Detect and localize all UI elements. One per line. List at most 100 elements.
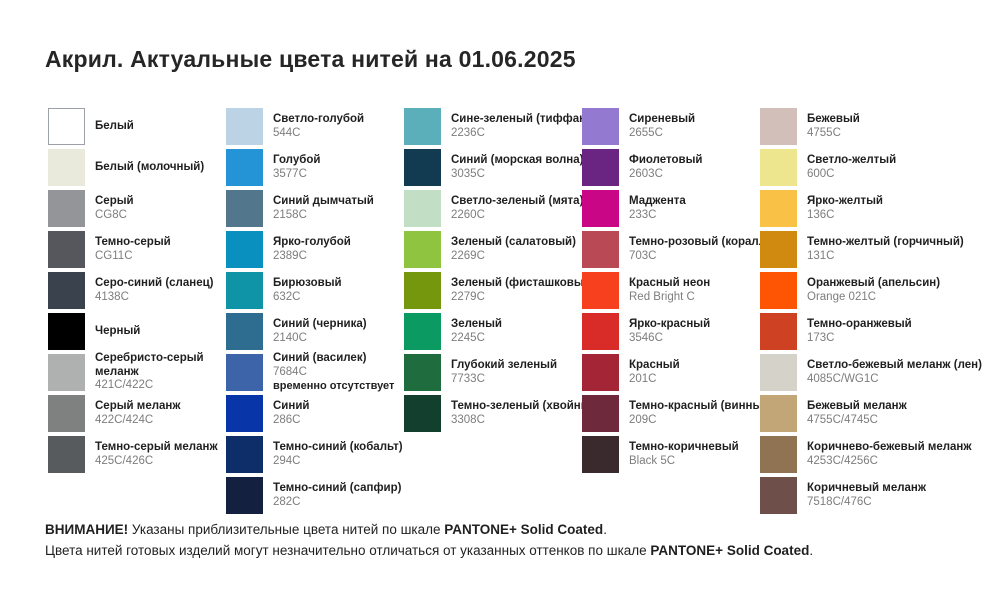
color-name: Красный bbox=[629, 358, 680, 371]
color-label: Ярко-желтый 136C bbox=[807, 195, 883, 223]
color-name: Ярко-желтый bbox=[807, 194, 883, 207]
color-row: Белый bbox=[48, 108, 226, 145]
color-row: Серебристо-серый меланж 421C/422C bbox=[48, 352, 226, 393]
color-swatch bbox=[404, 313, 441, 350]
pantone-code: 131C bbox=[807, 249, 835, 262]
color-label: Синий 286C bbox=[273, 400, 309, 428]
color-swatch bbox=[226, 108, 263, 145]
color-name: Синий дымчатый bbox=[273, 194, 374, 207]
color-label: Светло-голубой 544C bbox=[273, 113, 364, 141]
color-swatch bbox=[226, 190, 263, 227]
color-label: Белый bbox=[95, 120, 134, 134]
pantone-code: 600C bbox=[807, 167, 835, 180]
color-row: Красный неон Red Bright C bbox=[582, 272, 760, 309]
color-label: Черный bbox=[95, 325, 140, 339]
color-name: Темно-коричневый bbox=[629, 440, 739, 453]
color-name: Маджента bbox=[629, 194, 686, 207]
color-row: Бирюзовый 632C bbox=[226, 272, 404, 309]
color-row: Темно-зеленый (хвойный) 3308C bbox=[404, 395, 601, 432]
color-swatch bbox=[404, 395, 441, 432]
pantone-code: 7518C/476C bbox=[807, 495, 872, 508]
color-row: Темно-коричневый Black 5C bbox=[582, 436, 760, 473]
color-name: Темно-розовый (коралл) bbox=[629, 235, 770, 248]
color-row: Оранжевый (апельсин) Orange 021C bbox=[760, 272, 940, 309]
color-name: Темно-синий (сапфир) bbox=[273, 481, 402, 494]
color-name: Светло-голубой bbox=[273, 112, 365, 125]
pantone-code: 4085C/WG1C bbox=[807, 372, 879, 385]
color-swatch bbox=[760, 231, 797, 268]
color-label: Серо-синий (сланец) 4138C bbox=[95, 277, 214, 305]
color-swatch bbox=[226, 477, 263, 514]
color-swatch bbox=[226, 231, 263, 268]
footer-text-segment: ВНИМАНИЕ! bbox=[45, 522, 129, 537]
color-row: Темно-красный (винный) 209C bbox=[582, 395, 773, 432]
color-swatch bbox=[226, 149, 263, 186]
color-swatch bbox=[760, 395, 797, 432]
color-name: Темно-красный (винный) bbox=[629, 399, 774, 412]
color-label: Зеленый (салатовый) 2269C bbox=[451, 236, 576, 264]
color-row: Черный bbox=[48, 313, 226, 350]
color-swatch bbox=[760, 108, 797, 145]
color-label: Темно-красный (винный) 209C bbox=[629, 400, 773, 428]
color-label: Синий (черника) 2140C bbox=[273, 318, 367, 346]
color-row: Темно-розовый (коралл) 703C bbox=[582, 231, 770, 268]
color-column: Сиреневый 2655C Фиолетовый 2603C Маджента 233… bbox=[582, 108, 773, 514]
color-swatch bbox=[404, 272, 441, 309]
color-swatch bbox=[48, 354, 85, 391]
color-label: Зеленый (фисташковый) 2279C bbox=[451, 277, 595, 305]
color-swatch bbox=[226, 272, 263, 309]
pantone-code: 4755C bbox=[807, 126, 841, 139]
color-label: Сине-зеленый (тиффани) 2236C bbox=[451, 113, 597, 141]
color-swatch bbox=[48, 108, 85, 145]
pantone-code: 201C bbox=[629, 372, 657, 385]
footer-text-segment: PANTONE+ Solid Coated bbox=[650, 542, 810, 558]
color-name: Фиолетовый bbox=[629, 153, 703, 166]
color-name: Светло-зеленый (мята) bbox=[451, 194, 584, 207]
color-label: Темно-розовый (коралл) 703C bbox=[629, 236, 770, 264]
color-label: Светло-желтый 600C bbox=[807, 154, 896, 182]
color-label: Голубой 3577C bbox=[273, 154, 320, 182]
color-swatch bbox=[404, 149, 441, 186]
color-label: Темно-серый CG11C bbox=[95, 236, 171, 264]
color-name: Зеленый (фисташковый) bbox=[451, 276, 595, 289]
pantone-code: Red Bright C bbox=[629, 290, 695, 303]
pantone-code: 3577C bbox=[273, 167, 307, 180]
color-label: Сиреневый 2655C bbox=[629, 113, 695, 141]
color-label: Белый (молочный) bbox=[95, 161, 204, 175]
color-label: Красный неон Red Bright C bbox=[629, 277, 710, 305]
color-swatch bbox=[582, 272, 619, 309]
color-row: Ярко-голубой 2389C bbox=[226, 231, 404, 268]
color-row: Голубой 3577C bbox=[226, 149, 404, 186]
color-label: Серебристо-серый меланж 421C/422C bbox=[95, 352, 215, 393]
color-label: Коричнево-бежевый меланж 4253C/4256C bbox=[807, 441, 972, 469]
color-row: Серый CG8C bbox=[48, 190, 226, 227]
color-name: Темно-серый bbox=[95, 235, 171, 248]
pantone-code: 209C bbox=[629, 413, 657, 426]
color-swatch bbox=[760, 190, 797, 227]
color-label: Глубокий зеленый 7733C bbox=[451, 359, 557, 387]
color-name: Серо-синий (сланец) bbox=[95, 276, 214, 289]
color-name: Темно-синий (кобальт) bbox=[273, 440, 403, 453]
color-row: Сине-зеленый (тиффани) 2236C bbox=[404, 108, 597, 145]
color-swatch bbox=[760, 477, 797, 514]
color-swatch bbox=[226, 395, 263, 432]
pantone-code: 2236C bbox=[451, 126, 485, 139]
color-swatch bbox=[48, 190, 85, 227]
footer-text-segment: . bbox=[603, 522, 607, 537]
color-name: Бирюзовый bbox=[273, 276, 342, 289]
color-row: Темно-синий (кобальт) 294C bbox=[226, 436, 404, 473]
color-name: Темно-оранжевый bbox=[807, 317, 912, 330]
color-name: Коричнево-бежевый меланж bbox=[807, 440, 972, 453]
pantone-code: 2260C bbox=[451, 208, 485, 221]
color-row: Темно-серый меланж 425C/426C bbox=[48, 436, 226, 473]
color-row: Темно-синий (сапфир) 282C bbox=[226, 477, 404, 514]
footer-line-1: ВНИМАНИЕ! Указаны приблизительные цвета … bbox=[45, 520, 813, 541]
color-row: Зеленый (фисташковый) 2279C bbox=[404, 272, 595, 309]
pantone-code: 294C bbox=[273, 454, 301, 467]
color-label: Бежевый 4755C bbox=[807, 113, 860, 141]
color-row: Светло-бежевый меланж (лен) 4085C/WG1C bbox=[760, 354, 982, 391]
pantone-code: 233C bbox=[629, 208, 657, 221]
pantone-code: 2279C bbox=[451, 290, 485, 303]
color-name: Синий (черника) bbox=[273, 317, 367, 330]
